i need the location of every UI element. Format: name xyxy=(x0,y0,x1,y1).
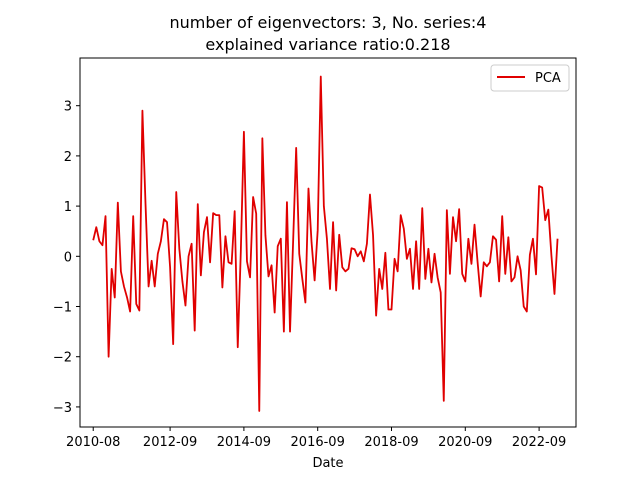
x-tick-label: 2010-08 xyxy=(66,435,120,450)
y-axis-ticks: −3 −2 −1 0 1 2 3 xyxy=(53,100,80,416)
x-tick-label: 2014-09 xyxy=(217,435,271,450)
legend-label-pca: PCA xyxy=(535,71,561,86)
y-tick-label: 2 xyxy=(64,150,72,165)
y-tick-label: −3 xyxy=(53,401,72,416)
chart-title-line2: explained variance ratio:0.218 xyxy=(205,35,450,54)
y-tick-label: 1 xyxy=(64,200,72,215)
x-tick-label: 2018-09 xyxy=(364,435,418,450)
plot-area xyxy=(92,75,559,412)
series-line-pca xyxy=(92,75,559,412)
x-tick-label: 2012-09 xyxy=(143,435,197,450)
y-tick-label: 0 xyxy=(64,250,72,265)
x-axis-label: Date xyxy=(312,456,343,471)
legend: PCA xyxy=(490,64,570,92)
y-tick-label: −1 xyxy=(53,301,72,316)
y-tick-label: −2 xyxy=(53,351,72,366)
chart-title-line1: number of eigenvectors: 3, No. series:4 xyxy=(170,13,487,32)
x-axis-ticks: 2010-08 2012-09 2014-09 2016-09 2018-09 2020-… xyxy=(66,427,566,450)
legend-box xyxy=(490,64,570,92)
x-tick-label: 2016-09 xyxy=(291,435,345,450)
x-tick-label: 2022-09 xyxy=(512,435,566,450)
y-tick-label: 3 xyxy=(64,100,72,115)
x-tick-label: 2020-09 xyxy=(438,435,492,450)
axes-frame xyxy=(79,57,577,428)
